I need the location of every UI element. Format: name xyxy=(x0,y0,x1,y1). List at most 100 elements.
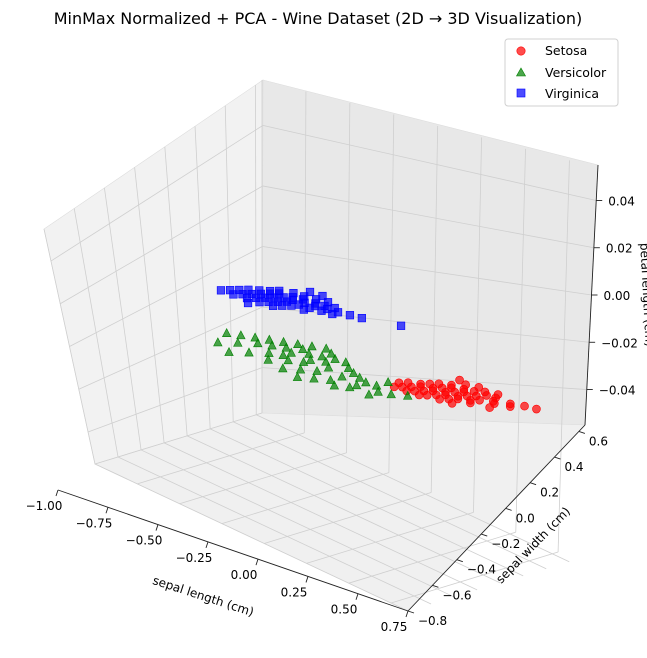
x-grid-wall-3 xyxy=(388,114,395,473)
z-grid-right-4 xyxy=(262,125,597,201)
point-setosa-47 xyxy=(414,390,424,400)
y-tick-label-7: 0.6 xyxy=(589,434,608,448)
point-virginica-47 xyxy=(357,314,366,323)
y-tick-4 xyxy=(505,507,512,511)
legend: Setosa Versicolor Virginica xyxy=(504,38,619,107)
z-grid-left-0 xyxy=(87,367,263,433)
z-grid-right-1 xyxy=(262,306,590,343)
point-versicolor-15 xyxy=(278,336,289,346)
point-versicolor-12 xyxy=(354,372,365,382)
point-versicolor-13 xyxy=(361,377,371,387)
point-versicolor-30 xyxy=(345,382,355,392)
point-versicolor-43 xyxy=(278,363,288,373)
point-versicolor-24 xyxy=(264,334,275,344)
point-versicolor-28 xyxy=(312,365,322,375)
point-versicolor-46 xyxy=(221,328,232,337)
x-tick-2 xyxy=(155,524,159,531)
point-versicolor-27 xyxy=(298,356,309,366)
point-setosa-22 xyxy=(475,395,484,405)
point-versicolor-48 xyxy=(403,390,413,400)
point-versicolor-0 xyxy=(307,341,317,351)
x-grid-floor-2 xyxy=(179,452,347,505)
y-tick-label-0: −0.8 xyxy=(418,614,447,628)
point-versicolor-29 xyxy=(325,374,336,384)
legend-marker-virginica xyxy=(516,88,526,98)
point-setosa-0 xyxy=(455,375,464,385)
point-versicolor-6 xyxy=(298,344,308,354)
point-versicolor-42 xyxy=(263,354,273,364)
z-tick-label-2: 0.00 xyxy=(604,289,631,303)
point-versicolor-37 xyxy=(309,373,319,383)
point-versicolor-22 xyxy=(373,386,383,396)
point-versicolor-14 xyxy=(371,380,382,390)
point-virginica-28 xyxy=(328,309,337,319)
point-versicolor-45 xyxy=(383,377,393,387)
point-versicolor-40 xyxy=(233,337,243,347)
z-tick-label-4: 0.04 xyxy=(608,194,635,208)
y-tick-6 xyxy=(554,456,561,460)
x-grid-floor-6 xyxy=(348,531,516,584)
point-setosa-49 xyxy=(485,403,494,412)
point-setosa-8 xyxy=(482,391,491,400)
y-tick-1 xyxy=(432,584,439,588)
point-versicolor-10 xyxy=(343,362,354,372)
y-axis-line xyxy=(407,424,586,612)
point-versicolor-4 xyxy=(341,357,351,367)
point-setosa-45 xyxy=(389,382,399,392)
point-versicolor-49 xyxy=(224,346,234,356)
y-grid-floor-0 xyxy=(94,463,409,612)
x-grid-floor-7 xyxy=(390,551,559,604)
point-virginica-49 xyxy=(243,298,253,308)
point-versicolor-16 xyxy=(281,342,291,352)
x-grid-floor-3 xyxy=(221,472,390,524)
x-tick-label-1: −0.75 xyxy=(76,516,113,530)
point-versicolor-44 xyxy=(292,371,303,381)
z-grid-left-3 xyxy=(60,185,263,305)
y-tick-label-5: 0.2 xyxy=(540,486,559,500)
point-versicolor-47 xyxy=(213,337,223,347)
y-tick-7 xyxy=(578,430,586,434)
y-grid-floor-7 xyxy=(256,414,570,563)
legend-label-setosa: Setosa xyxy=(545,43,587,58)
x-grid-wall-6 xyxy=(515,148,526,533)
x-grid-floor-5 xyxy=(306,511,474,564)
point-setosa-48 xyxy=(466,398,475,408)
y-tick-5 xyxy=(529,482,537,486)
point-virginica-27 xyxy=(317,306,326,315)
x-tick-0 xyxy=(55,489,59,497)
point-setosa-16 xyxy=(520,401,529,411)
x-tick-6 xyxy=(355,593,359,600)
x-tick-label-5: 0.25 xyxy=(281,585,308,599)
point-setosa-44 xyxy=(447,399,457,408)
point-setosa-42 xyxy=(422,390,432,400)
point-versicolor-32 xyxy=(250,332,260,342)
x-tick-label-6: 0.50 xyxy=(331,603,358,617)
point-setosa-24 xyxy=(505,402,515,411)
point-versicolor-36 xyxy=(295,364,306,374)
point-versicolor-1 xyxy=(321,343,331,353)
point-virginica-44 xyxy=(268,301,278,310)
y-tick-0 xyxy=(407,610,415,614)
legend-box xyxy=(504,38,619,107)
y-grid-floor-1 xyxy=(117,456,432,605)
point-virginica-20 xyxy=(345,311,355,320)
z-tick-label-3: 0.02 xyxy=(606,242,633,256)
x-grid-wall-4 xyxy=(430,125,439,493)
point-virginica-48 xyxy=(396,321,406,330)
x-tick-label-7: 0.75 xyxy=(381,620,408,634)
point-versicolor-18 xyxy=(305,354,316,364)
point-versicolor-25 xyxy=(267,340,277,350)
point-setosa-43 xyxy=(435,394,444,404)
point-virginica-33 xyxy=(287,301,296,310)
point-virginica-39 xyxy=(278,301,287,310)
z-tick-label-1: −0.02 xyxy=(601,336,638,350)
x-tick-label-3: −0.25 xyxy=(176,551,213,565)
grid-lines xyxy=(43,80,597,612)
point-virginica-40 xyxy=(216,286,226,295)
point-versicolor-7 xyxy=(304,348,314,358)
x-tick-3 xyxy=(205,541,209,548)
point-setosa-34 xyxy=(453,394,463,404)
y-grid-floor-4 xyxy=(186,435,501,584)
x-tick-1 xyxy=(105,507,109,514)
